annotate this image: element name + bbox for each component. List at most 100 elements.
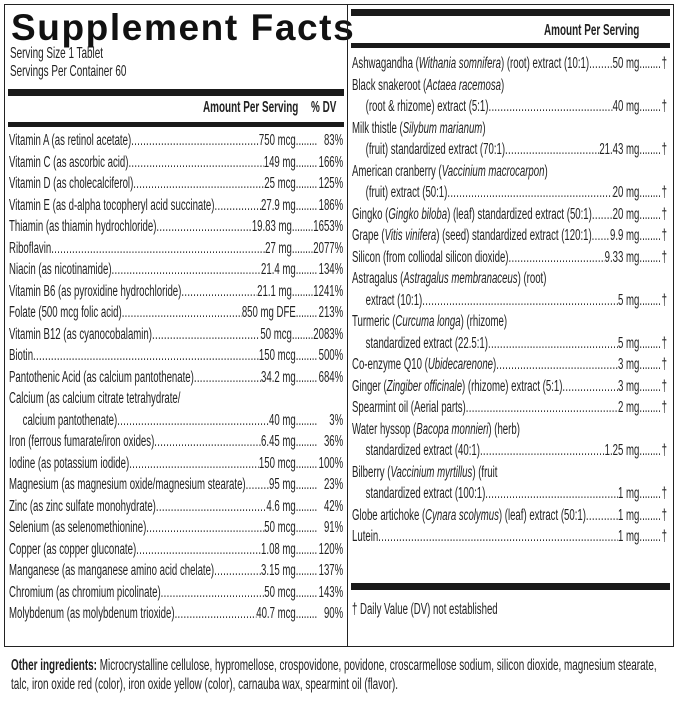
dot-leader xyxy=(181,281,257,303)
nutrient-dv: 134% xyxy=(318,261,344,278)
nutrient-row: Bilberry (Vaccinium myrtillus) (fruit xyxy=(352,462,667,484)
nutrient-name: Vitamin D (as cholecalciferol) xyxy=(9,173,133,195)
nutrient-row: Vitamin B6 (as pyroxidine hydrochloride)… xyxy=(9,281,343,303)
nutrient-name: Folate (500 mcg folic acid) xyxy=(9,302,122,324)
latin-name: Cynara scolymus xyxy=(425,506,499,524)
nutrient-dv: 166% xyxy=(318,153,344,171)
nutrient-amount: 34.2 mg xyxy=(261,368,296,386)
other-ingredients-label: Other ingredients: xyxy=(11,657,97,674)
nutrient-dv: † xyxy=(661,98,667,115)
dot-leader xyxy=(639,354,660,376)
dot-leader xyxy=(161,582,265,604)
nutrient-name: Niacin (as nicotinamide) xyxy=(9,259,112,281)
nutrient-row-continued: calcium pantothenate) 40 mg 3% xyxy=(9,410,344,432)
label-title: Supplement Facts xyxy=(11,7,356,48)
dot-leader xyxy=(246,474,269,496)
nutrient-row: Ginger (Zingiber officinale) (rhizome) e… xyxy=(352,376,667,398)
dot-leader xyxy=(296,302,317,324)
dot-leader xyxy=(296,431,317,453)
nutrient-name: Milk thistle (Silybum marianum) xyxy=(352,118,486,140)
nutrient-name: American cranberry (Vaccinium macrocarpo… xyxy=(352,161,548,183)
dot-leader xyxy=(447,182,612,204)
dot-leader xyxy=(292,281,313,303)
nutrient-dv: † xyxy=(661,399,667,416)
dot-leader xyxy=(296,496,317,518)
dot-leader xyxy=(589,53,613,75)
dot-leader xyxy=(156,216,251,238)
nutrient-row: Manganese (as manganese amino acid chela… xyxy=(9,560,343,582)
dot-leader xyxy=(133,173,264,195)
dot-leader xyxy=(485,483,618,505)
nutrient-dv: 143% xyxy=(318,583,344,601)
nutrient-row: Zinc (as zinc sulfate monohydrate) 4.6 mg… xyxy=(9,496,343,518)
nutrient-name-text: Manganese (as manganese amino acid chela… xyxy=(9,562,215,579)
supplement-facts-right-panel: Amount Per Serving Ashwagandha (Withania… xyxy=(347,4,674,647)
nutrient-name-text: Riboflavin xyxy=(9,239,52,257)
nutrient-row-continued: (fruit) standardized extract (70:1) 21.43… xyxy=(352,139,667,161)
nutrient-name: Vitamin A (as retinol acetate) xyxy=(9,130,131,152)
dot-leader xyxy=(422,290,618,312)
nutrient-amount: 1 mg xyxy=(618,506,640,524)
dot-leader xyxy=(639,53,660,75)
dot-leader xyxy=(639,225,660,247)
nutrient-amount: 149 mg xyxy=(263,153,296,171)
nutrient-name-suffix: ) (root) xyxy=(517,270,547,287)
divider-bar xyxy=(351,9,670,16)
dot-leader xyxy=(296,517,317,539)
dot-leader xyxy=(296,560,317,582)
serving-info: Serving Size 1 Tablet Servings Per Conta… xyxy=(10,45,345,81)
nutrient-dv: † xyxy=(661,184,667,201)
nutrient-name: Lutein xyxy=(352,526,378,548)
nutrient-row: Selenium (as selenomethionine) 50 mcg 91% xyxy=(9,517,343,539)
divider-bar xyxy=(8,122,344,127)
dot-leader xyxy=(112,259,261,281)
nutrient-name-suffix: ) (leaf) extract (50:1) xyxy=(498,506,586,524)
nutrient-amount: 150 mcg xyxy=(258,347,296,364)
nutrient-dv: 42% xyxy=(323,497,344,515)
dot-leader xyxy=(33,345,259,367)
nutrient-name: Iodine (as potassium iodide) xyxy=(9,453,129,475)
nutrient-row: Riboflavin 27 mg 2077% xyxy=(9,238,343,260)
dot-leader xyxy=(639,96,660,118)
latin-name: Bacopa monnieri xyxy=(416,420,489,438)
nutrient-name-text: Vitamin A (as retinol acetate) xyxy=(9,132,132,149)
dot-leader xyxy=(128,152,263,174)
nutrient-amount: 850 mg DFE xyxy=(241,304,296,321)
nutrient-amount: 21.1 mg xyxy=(257,282,292,300)
latin-name: Vitis vinifera xyxy=(384,227,437,244)
nutrient-row: Vitamin A (as retinol acetate) 750 mcg 83% xyxy=(9,130,343,152)
supplement-facts-left-panel: Supplement Facts Serving Size 1 Tablet S… xyxy=(4,4,354,647)
nutrient-name-text: Niacin (as nicotinamide) xyxy=(9,261,112,278)
nutrient-amount: 750 mcg xyxy=(258,132,296,149)
latin-name: Ubidecarenone xyxy=(427,356,494,373)
nutrient-name-text: Magnesium (as magnesium oxide/magnesium … xyxy=(9,476,246,493)
vitamin-list: Vitamin A (as retinol acetate) 750 mcg 83%… xyxy=(9,130,343,625)
dot-leader xyxy=(586,505,618,527)
nutrient-dv: 36% xyxy=(323,433,344,450)
nutrient-name-suffix: ) (root) extract (10:1) xyxy=(500,55,590,72)
nutrient-dv: † xyxy=(661,377,667,395)
dot-leader xyxy=(296,195,317,217)
nutrient-name: Gingko (Gingko biloba) (leaf) standardiz… xyxy=(352,204,592,226)
nutrient-row: Grape (Vitis vinifera) (seed) standardiz… xyxy=(352,225,667,247)
nutrient-dv: 2077% xyxy=(313,239,344,257)
dot-leader xyxy=(488,96,612,118)
dot-leader xyxy=(296,582,317,604)
nutrient-name: Ginger (Zingiber officinale) (rhizome) e… xyxy=(352,376,562,398)
nutrient-dv: 91% xyxy=(323,519,344,536)
nutrient-row-continued: standardized extract (40:1) 1.25 mg † xyxy=(352,440,667,462)
dot-leader xyxy=(505,139,599,161)
dot-leader xyxy=(639,397,660,419)
nutrient-row-continued: (fruit) extract (50:1) 20 mg † xyxy=(352,182,667,204)
nutrient-name: Vitamin B12 (as cyanocobalamin) xyxy=(9,324,152,346)
nutrient-row: Thiamin (as thiamin hydrochloride) 19.83 … xyxy=(9,216,343,238)
nutrient-name: Copper (as copper gluconate) xyxy=(9,539,136,561)
nutrient-amount: 2 mg xyxy=(618,399,640,416)
nutrient-name: Co-enzyme Q10 (Ubidecarenone) xyxy=(352,354,496,376)
nutrient-row: Biotin 150 mcg 500% xyxy=(9,345,343,367)
nutrient-name-text: Vitamin E (as d-alpha tocopheryl acid su… xyxy=(9,196,215,214)
nutrient-amount: 1 mg xyxy=(618,485,640,502)
dot-leader xyxy=(496,354,618,376)
nutrient-name-suffix: ) xyxy=(544,162,548,180)
nutrient-row: Ashwagandha (Withania somnifera) (root) … xyxy=(352,53,667,75)
